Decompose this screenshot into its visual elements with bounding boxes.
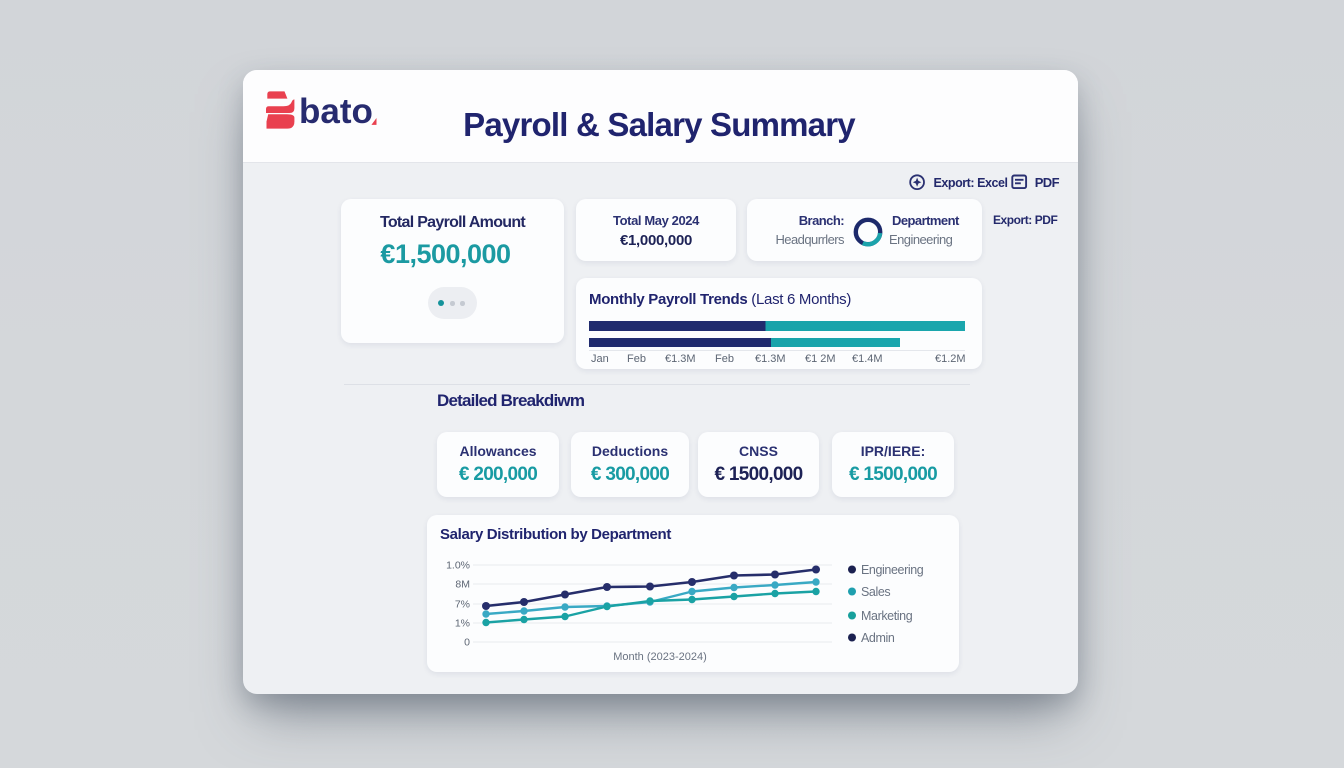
svg-text:Sales: Sales [861,585,890,599]
svg-text:Admin: Admin [861,631,895,645]
svg-text:1%: 1% [455,618,470,630]
svg-text:7%: 7% [455,599,470,611]
svg-text:8M: 8M [455,579,470,591]
svg-text:Engineering: Engineering [861,563,924,577]
svg-text:PDF: PDF [1035,175,1060,190]
svg-text:Month (2023-2024): Month (2023-2024) [613,651,707,663]
svg-text:1.0%: 1.0% [446,560,470,572]
svg-text:Export: Excel: Export: Excel [934,176,1008,190]
svg-text:Marketing: Marketing [861,609,913,623]
svg-text:0: 0 [464,637,470,649]
svg-text:bato: bato [299,92,373,131]
